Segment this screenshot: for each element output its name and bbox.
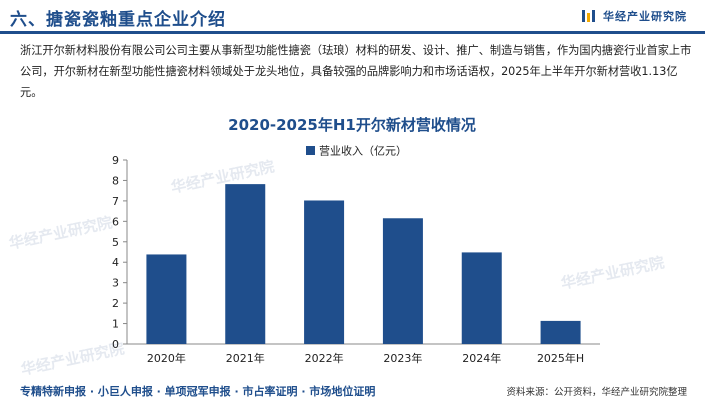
header-bar: 六、搪瓷瓷釉重点企业介绍 华经产业研究院 (0, 0, 705, 34)
bar (225, 184, 266, 344)
footer-source: 资料来源：公开资料，华经产业研究院整理 (506, 387, 687, 398)
legend-swatch (306, 146, 315, 155)
y-tick-label: 6 (112, 215, 119, 228)
bar (146, 254, 187, 344)
brand-logo-icon (582, 10, 595, 22)
revenue-chart-svg: 2020-2025年H1开尔新材营收情况 营业收入（亿元） 0 1 2 3 4 5 6 7 8 9… (112, 116, 600, 365)
brand: 华经产业研究院 (581, 8, 687, 24)
bar (382, 218, 423, 344)
revenue-chart: 2020-2025年H1开尔新材营收情况 营业收入（亿元） 0 1 2 3 4 5 6 7 8 9… (0, 108, 705, 378)
x-tick-label: 2021年 (226, 351, 265, 365)
chart-bars (146, 184, 581, 344)
intro-paragraph: 浙江开尔新材料股份有限公司公司主要从事新型功能性搪瓷（珐琅）材料的研发、设计、推… (20, 44, 692, 99)
y-tick-label: 7 (112, 195, 119, 208)
y-tick-label: 3 (112, 277, 119, 290)
bar (304, 200, 345, 344)
brand-name: 华经产业研究院 (603, 10, 687, 23)
chart-x-labels: 2020年 2021年 2022年 2023年 2024年 2025年H (147, 351, 584, 365)
footer-services: 专精特新申报 · 小巨人申报 · 单项冠军申报 · 市占率证明 · 市场地位证明 (20, 385, 376, 398)
x-tick-label: 2024年 (462, 351, 501, 365)
chart-legend: 营业收入（亿元） (306, 144, 407, 158)
bar (540, 320, 581, 344)
y-tick-label: 0 (112, 338, 119, 351)
legend-label: 营业收入（亿元） (319, 144, 407, 158)
x-tick-label: 2023年 (383, 351, 422, 365)
x-tick-label: 2025年H (537, 351, 584, 365)
y-tick-label: 1 (112, 318, 119, 331)
chart-axes: 0 1 2 3 4 5 6 7 8 9 (112, 154, 600, 351)
y-tick-label: 2 (112, 297, 119, 310)
bar (461, 252, 502, 344)
chart-title: 2020-2025年H1开尔新材营收情况 (228, 116, 476, 134)
x-tick-label: 2022年 (305, 351, 344, 365)
x-tick-label: 2020年 (147, 351, 186, 365)
y-tick-label: 4 (112, 256, 119, 269)
y-tick-label: 9 (112, 154, 119, 167)
footer: 专精特新申报 · 小巨人申报 · 单项冠军申报 · 市占率证明 · 市场地位证明… (0, 380, 705, 400)
y-tick-label: 8 (112, 174, 119, 187)
page-title: 六、搪瓷瓷釉重点企业介绍 (10, 10, 226, 30)
y-tick-label: 5 (112, 236, 119, 249)
